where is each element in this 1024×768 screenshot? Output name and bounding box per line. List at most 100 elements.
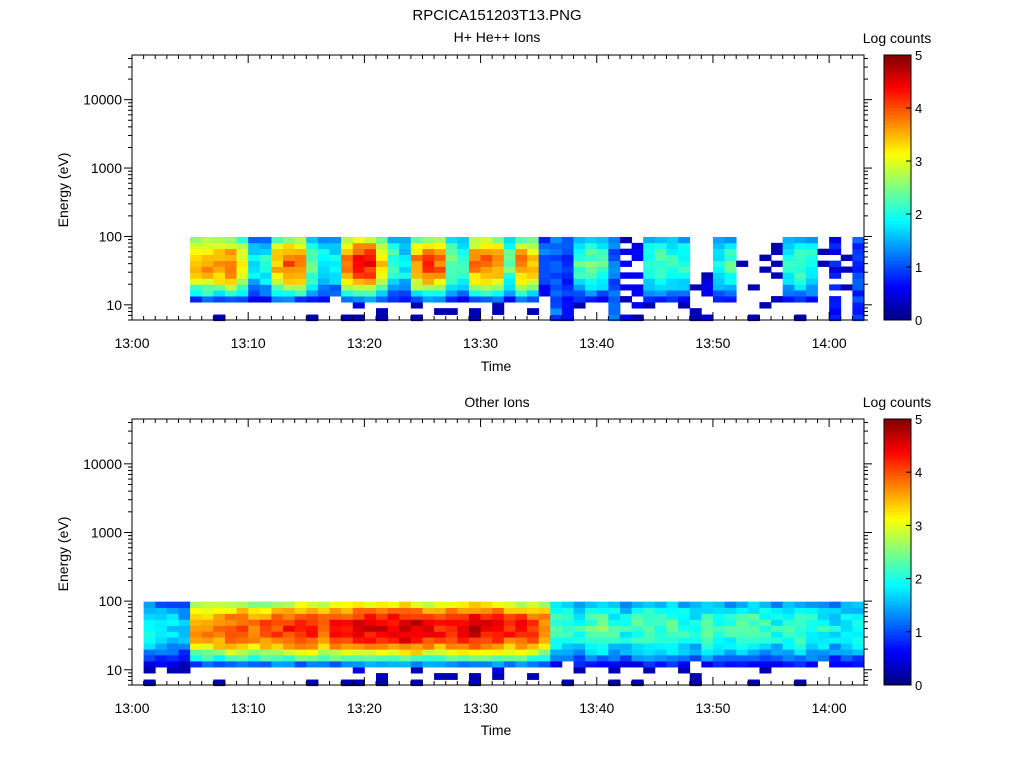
- spectrogram-cell: [271, 625, 284, 632]
- spectrogram-cell: [213, 661, 226, 668]
- spectrogram-cell: [736, 637, 749, 644]
- spectrogram-cell: [759, 619, 772, 626]
- spectrogram-cell: [724, 649, 737, 656]
- colorbar-segment: [884, 528, 911, 533]
- spectrogram-cell: [689, 601, 702, 608]
- spectrogram-cell: [294, 266, 307, 273]
- colorbar-segment: [884, 675, 911, 679]
- spectrogram-cell: [585, 278, 598, 285]
- spectrogram-cell: [178, 631, 191, 638]
- spectrogram-cell: [515, 290, 528, 297]
- spectrogram-cell: [224, 254, 237, 262]
- colorbar-segment: [884, 468, 911, 473]
- colorbar-segment: [884, 548, 911, 553]
- spectrogram-cell: [736, 625, 749, 632]
- spectrogram-cell: [213, 613, 226, 620]
- spectrogram-cell: [794, 284, 807, 291]
- spectrogram-cell: [248, 254, 261, 262]
- spectrogram-cell: [399, 278, 412, 285]
- spectrogram-cell: [782, 637, 795, 644]
- spectrogram-cell: [585, 236, 598, 244]
- spectrogram-cell: [620, 661, 633, 668]
- spectrogram-cell: [643, 254, 656, 262]
- spectrogram-cell: [852, 625, 865, 632]
- colorbar-segment: [884, 177, 911, 182]
- colorbar-segment: [884, 508, 911, 513]
- spectrogram-cell: [224, 242, 237, 250]
- spectrogram-cell: [248, 260, 261, 267]
- colorbar-segment: [884, 101, 911, 106]
- colorbar-segment: [884, 250, 911, 255]
- spectrogram-cell: [190, 637, 203, 644]
- spectrogram-cell: [794, 625, 807, 632]
- spectrogram-cell: [678, 248, 691, 256]
- colorbar-segment: [884, 545, 911, 550]
- spectrogram-cell: [259, 290, 272, 297]
- spectrogram-cell: [468, 631, 481, 638]
- spectrogram-cell: [283, 296, 296, 303]
- spectrogram-cell: [596, 296, 609, 303]
- spectrogram-cell: [236, 236, 249, 244]
- spectrogram-cell: [306, 290, 319, 297]
- spectrogram-cell: [782, 290, 795, 297]
- spectrogram-cell: [701, 637, 714, 644]
- spectrogram-cell: [236, 619, 249, 626]
- spectrogram-cell: [155, 643, 168, 650]
- spectrogram-cell: [805, 631, 818, 638]
- colorbar-segment: [884, 197, 911, 202]
- spectrogram-cell: [236, 654, 249, 662]
- spectrogram-cell: [399, 619, 412, 626]
- colorbar-segment: [884, 485, 911, 490]
- spectrogram-cell: [259, 260, 272, 267]
- spectrogram-cell: [434, 284, 447, 291]
- spectrogram-cell: [724, 619, 737, 626]
- spectrogram-cell: [527, 643, 540, 650]
- colorbar-segment: [884, 167, 911, 172]
- spectrogram-cell: [387, 296, 400, 303]
- spectrogram-cell: [166, 625, 179, 632]
- spectrogram-cell: [840, 613, 853, 620]
- spectrogram-cell: [829, 654, 842, 662]
- spectrogram-cell: [236, 284, 249, 291]
- spectrogram-cell: [561, 266, 574, 273]
- colorbar-segment: [884, 283, 911, 288]
- y-tick-label: 10000: [83, 92, 122, 108]
- spectrogram-cell: [306, 248, 319, 256]
- spectrogram-cell: [480, 254, 493, 262]
- spectrogram-cell: [259, 296, 272, 303]
- spectrogram-cell: [805, 266, 818, 273]
- spectrogram-cell: [689, 625, 702, 632]
- spectrogram-cell: [376, 242, 389, 250]
- spectrogram-cell: [794, 290, 807, 297]
- spectrogram-cell: [294, 613, 307, 620]
- spectrogram-cell: [817, 248, 830, 256]
- spectrogram-cell: [759, 667, 772, 674]
- spectrogram-cell: [666, 631, 679, 638]
- spectrogram-cell: [805, 613, 818, 620]
- spectrogram-cell: [236, 631, 249, 638]
- spectrogram-cell: [283, 654, 296, 662]
- spectrogram-cell: [654, 260, 667, 267]
- spectrogram-cell: [561, 260, 574, 267]
- spectrogram-cell: [271, 661, 284, 668]
- spectrogram-cell: [317, 613, 330, 620]
- colorbar-segment: [884, 555, 911, 560]
- spectrogram-cell: [143, 637, 156, 644]
- spectrogram-cell: [643, 260, 656, 267]
- spectrogram-cell: [620, 619, 633, 626]
- spectrogram-cell: [840, 607, 853, 614]
- spectrogram-cell: [712, 649, 725, 656]
- spectrogram-cell: [213, 248, 226, 256]
- spectrogram-cell: [608, 236, 621, 244]
- spectrogram-cell: [620, 314, 633, 322]
- colorbar-segment: [884, 293, 911, 298]
- spectrogram-cell: [550, 242, 563, 250]
- spectrogram-cell: [317, 266, 330, 273]
- spectrogram-cell: [585, 607, 598, 614]
- spectrogram-cell: [248, 619, 261, 626]
- colorbar-segment: [884, 55, 911, 59]
- spectrogram-cell: [503, 290, 516, 297]
- spectrogram-cell: [224, 649, 237, 656]
- colorbar-segment: [884, 58, 911, 63]
